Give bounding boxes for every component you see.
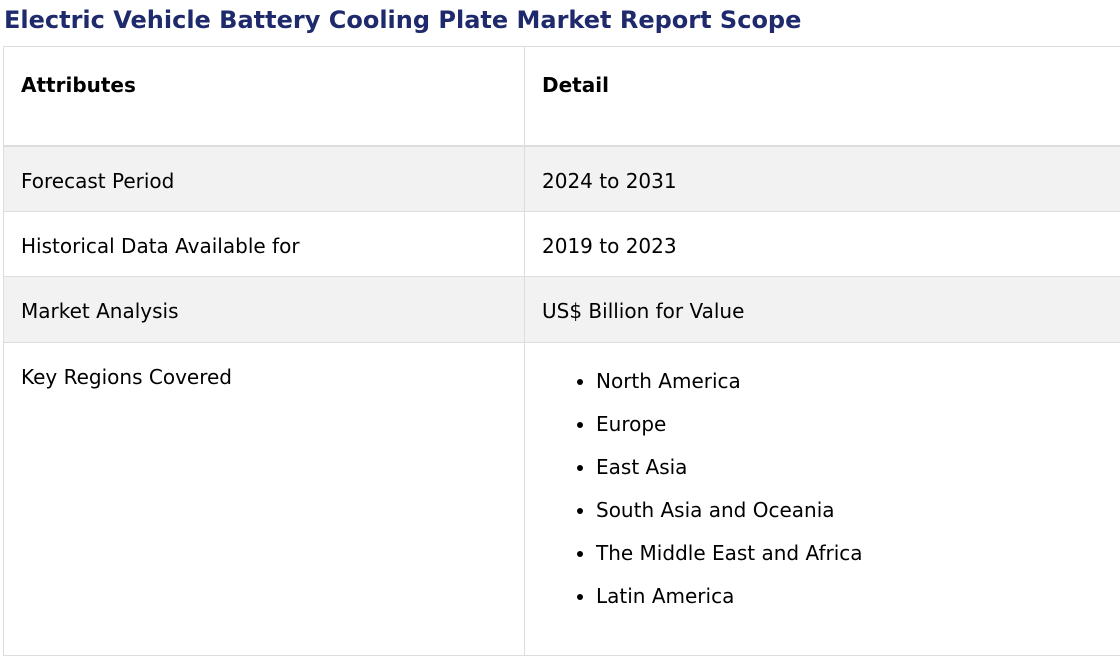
detail-cell: North America Europe East Asia South Asi…	[524, 342, 1120, 656]
table-header-row: Attributes Detail	[3, 46, 1120, 147]
detail-cell: 2019 to 2023	[524, 211, 1120, 277]
attribute-cell: Market Analysis	[3, 276, 525, 343]
list-item: North America	[596, 368, 1120, 411]
attribute-cell: Historical Data Available for	[3, 211, 525, 277]
attribute-cell: Key Regions Covered	[3, 342, 525, 656]
table-row: Historical Data Available for 2019 to 20…	[3, 211, 1120, 277]
page-title: Electric Vehicle Battery Cooling Plate M…	[4, 6, 802, 34]
regions-list: North America Europe East Asia South Asi…	[542, 368, 1120, 626]
list-item: Latin America	[596, 583, 1120, 626]
table-row: Market Analysis US$ Billion for Value	[3, 276, 1120, 343]
list-item: The Middle East and Africa	[596, 540, 1120, 583]
report-scope-table: Attributes Detail Forecast Period 2024 t…	[3, 46, 1120, 656]
list-item: East Asia	[596, 454, 1120, 497]
detail-cell: US$ Billion for Value	[524, 276, 1120, 343]
detail-cell: 2024 to 2031	[524, 145, 1120, 212]
table-row: Forecast Period 2024 to 2031	[3, 145, 1120, 212]
table-row: Key Regions Covered North America Europe…	[3, 342, 1120, 656]
list-item: Europe	[596, 411, 1120, 454]
list-item: South Asia and Oceania	[596, 497, 1120, 540]
column-header-detail: Detail	[524, 46, 1120, 147]
column-header-attributes: Attributes	[3, 46, 525, 147]
attribute-cell: Forecast Period	[3, 145, 525, 212]
